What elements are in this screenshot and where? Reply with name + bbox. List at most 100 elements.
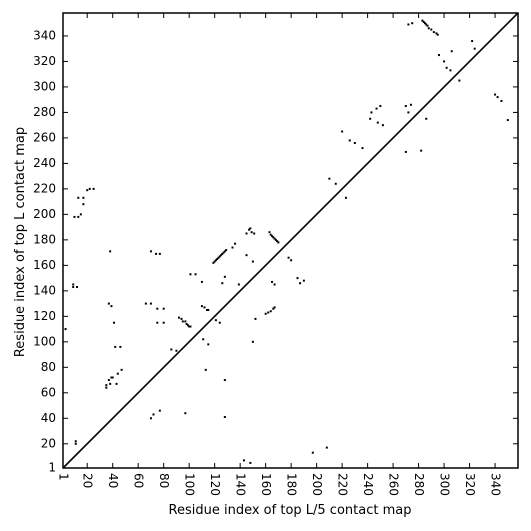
contact-point: [109, 250, 112, 253]
contact-point: [109, 382, 112, 385]
contact-point: [302, 279, 305, 282]
contact-point: [370, 111, 373, 114]
x-tick-label: 1: [57, 473, 71, 481]
contact-point: [328, 177, 331, 180]
contact-point: [443, 60, 446, 63]
plot-frame: [62, 12, 519, 469]
contact-point: [77, 196, 80, 199]
contact-point: [181, 320, 184, 323]
contact-point: [149, 250, 152, 253]
y-tick-label: 120: [33, 309, 56, 323]
contact-point: [299, 282, 302, 285]
contact-point: [273, 237, 276, 240]
contact-point: [426, 24, 429, 27]
y-tick-label: 100: [33, 334, 56, 348]
y-axis-ticks: 1204060801001201401601802002202402602803…: [33, 28, 518, 475]
contact-point: [450, 50, 453, 53]
x-tick-label: 160: [259, 473, 273, 496]
contact-point: [200, 280, 203, 283]
y-tick-label: 40: [41, 411, 56, 425]
contact-point: [471, 40, 474, 43]
contact-point: [404, 150, 407, 153]
contact-point: [189, 325, 192, 328]
contact-point: [425, 23, 428, 26]
contact-point: [449, 69, 452, 72]
contact-point: [214, 319, 217, 322]
y-tick-label: 220: [33, 181, 56, 195]
x-tick-label: 180: [285, 473, 299, 496]
y-tick-label: 280: [33, 105, 56, 119]
contact-point: [361, 147, 364, 150]
contact-point: [222, 251, 225, 254]
contact-point: [73, 215, 76, 218]
x-tick-label: 320: [463, 473, 477, 496]
contact-point: [158, 409, 161, 412]
contact-point: [202, 338, 205, 341]
contact-point: [496, 96, 499, 99]
contact-point: [221, 282, 224, 285]
contact-point: [287, 256, 290, 259]
contact-point: [207, 308, 210, 311]
contact-point: [290, 259, 293, 262]
contact-point: [152, 413, 155, 416]
contact-point: [423, 22, 426, 25]
contact-point: [74, 440, 77, 443]
y-tick-label: 1: [48, 461, 56, 475]
contact-point: [223, 379, 226, 382]
contact-point: [250, 231, 253, 234]
contact-point: [184, 320, 187, 323]
contact-point: [217, 256, 220, 259]
contact-point: [404, 105, 407, 108]
contact-point: [82, 203, 85, 206]
x-tick-label: 80: [157, 473, 171, 488]
contact-point: [422, 20, 425, 23]
y-tick-label: 320: [33, 54, 56, 68]
contact-point: [249, 227, 252, 230]
contact-point: [237, 283, 240, 286]
contact-point: [411, 22, 414, 25]
x-tick-label: 120: [208, 473, 222, 496]
x-axis-label: Residue index of top L/5 contact map: [169, 503, 412, 518]
contact-point: [245, 254, 248, 257]
contact-point: [214, 259, 217, 262]
contact-point: [437, 54, 440, 57]
contact-point: [273, 306, 276, 309]
contact-point: [458, 79, 461, 82]
contact-point: [234, 242, 237, 245]
x-tick-label: 340: [489, 473, 503, 496]
contact-point: [105, 384, 108, 387]
contact-point: [381, 124, 384, 127]
contact-point: [221, 252, 224, 255]
contact-point: [268, 231, 271, 234]
contact-point: [120, 368, 123, 371]
contact-point: [77, 215, 80, 218]
contact-point: [200, 305, 203, 308]
contact-point: [276, 240, 279, 243]
contact-point: [253, 232, 256, 235]
contact-point: [353, 142, 356, 144]
contact-point: [500, 99, 503, 102]
y-tick-label: 160: [33, 258, 56, 272]
contact-point: [435, 32, 438, 35]
x-tick-label: 20: [81, 473, 95, 488]
contact-point: [245, 232, 248, 235]
contact-point: [170, 348, 173, 351]
contact-point: [162, 321, 165, 324]
contact-point: [274, 238, 277, 241]
contact-point: [344, 196, 347, 199]
y-tick-label: 60: [41, 385, 56, 399]
contact-points: [64, 19, 509, 464]
y-tick-label: 240: [33, 156, 56, 170]
contact-point: [116, 372, 119, 375]
y-tick-label: 180: [33, 232, 56, 246]
contact-point: [189, 273, 192, 276]
contact-point: [76, 286, 79, 289]
contact-point: [269, 233, 272, 236]
contact-point: [272, 307, 275, 310]
contact-point: [156, 307, 159, 310]
y-tick-label: 300: [33, 79, 56, 93]
contact-point: [427, 27, 430, 30]
contact-point: [72, 286, 75, 289]
contact-point: [105, 386, 108, 389]
